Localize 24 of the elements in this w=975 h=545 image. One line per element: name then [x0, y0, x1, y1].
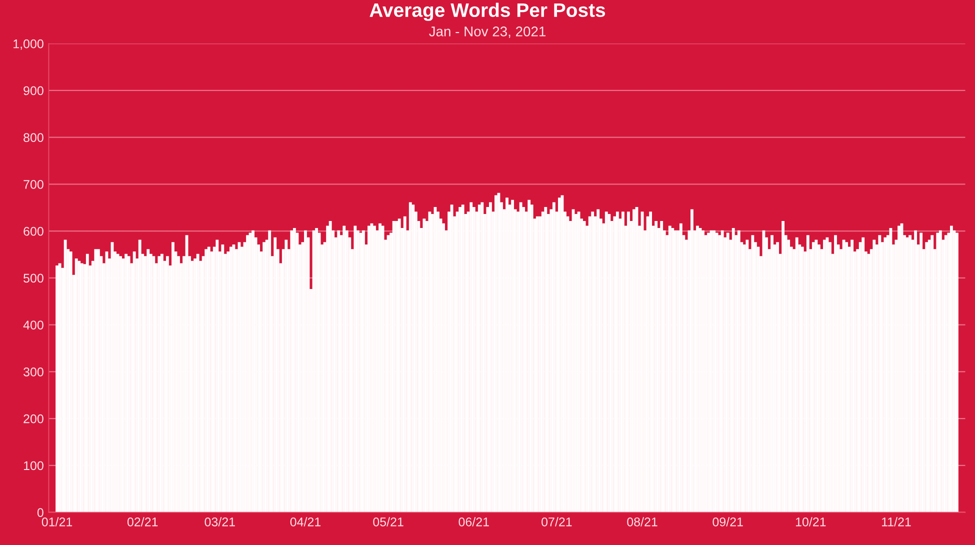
y-tick-label: 500 — [24, 274, 44, 283]
y-tick-label: 0 — [37, 508, 44, 517]
y-tick-label: 900 — [24, 86, 44, 96]
y-tick-label: 600 — [24, 226, 44, 236]
y-tick-label: 400 — [23, 320, 44, 330]
x-tick-label: 11/21 — [882, 517, 911, 526]
y-tick-label: 1,000 — [14, 39, 44, 50]
x-tick-label: 07/21 — [542, 517, 572, 526]
x-tick-label: 09/21 — [712, 517, 743, 526]
x-tick-label: 03/21 — [204, 517, 235, 526]
chart-title: Average Words Per Posts — [370, 2, 606, 21]
x-tick-label: 06/21 — [458, 517, 489, 526]
y-tick-label: 200 — [24, 414, 44, 424]
x-tick-label: 10/21 — [796, 517, 826, 526]
x-tick-label: 05/21 — [373, 517, 404, 526]
chart-subtitle: Jan - Nov 23, 2021 — [429, 26, 546, 38]
y-tick-label: 800 — [24, 133, 44, 142]
y-tick-label: 100 — [24, 461, 44, 470]
x-tick-label: 04/21 — [290, 517, 321, 526]
y-tick-label: 700 — [24, 180, 44, 189]
x-tick-label: 02/21 — [127, 517, 158, 526]
x-tick-label: 08/21 — [627, 517, 658, 526]
x-tick-label: 01/21 — [42, 517, 72, 526]
y-tick-label: 300 — [24, 367, 44, 376]
